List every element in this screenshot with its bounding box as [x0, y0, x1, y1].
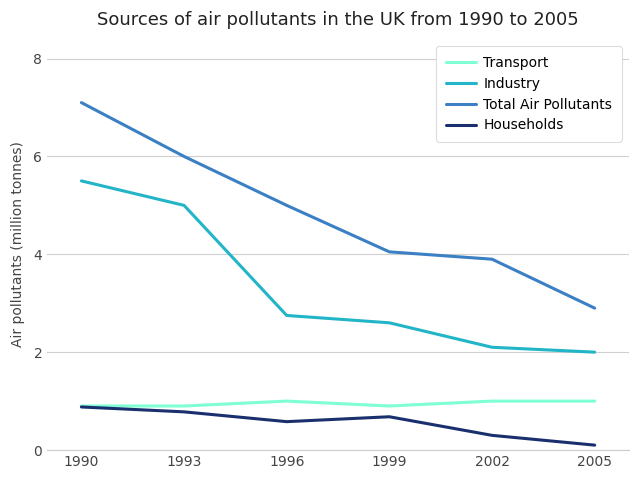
Transport	[77, 403, 85, 409]
Industry	[180, 203, 188, 208]
Industry	[591, 349, 598, 355]
Line: Transport: Transport	[81, 401, 595, 406]
Line: Industry: Industry	[81, 181, 595, 352]
Households	[283, 419, 291, 424]
Title: Sources of air pollutants in the UK from 1990 to 2005: Sources of air pollutants in the UK from…	[97, 11, 579, 29]
Total Air Pollutants	[283, 203, 291, 208]
Y-axis label: Air pollutants (million tonnes): Air pollutants (million tonnes)	[11, 142, 25, 348]
Legend: Transport, Industry, Total Air Pollutants, Households: Transport, Industry, Total Air Pollutant…	[436, 46, 622, 142]
Industry	[77, 178, 85, 184]
Transport	[591, 398, 598, 404]
Industry	[488, 344, 496, 350]
Transport	[488, 398, 496, 404]
Line: Total Air Pollutants: Total Air Pollutants	[81, 103, 595, 308]
Industry	[385, 320, 393, 326]
Households	[77, 404, 85, 410]
Transport	[283, 398, 291, 404]
Total Air Pollutants	[77, 100, 85, 106]
Total Air Pollutants	[591, 305, 598, 311]
Line: Households: Households	[81, 407, 595, 445]
Total Air Pollutants	[385, 249, 393, 255]
Households	[385, 414, 393, 420]
Industry	[283, 312, 291, 318]
Households	[180, 409, 188, 415]
Transport	[385, 403, 393, 409]
Households	[488, 432, 496, 438]
Households	[591, 442, 598, 448]
Total Air Pollutants	[488, 256, 496, 262]
Transport	[180, 403, 188, 409]
Total Air Pollutants	[180, 154, 188, 159]
